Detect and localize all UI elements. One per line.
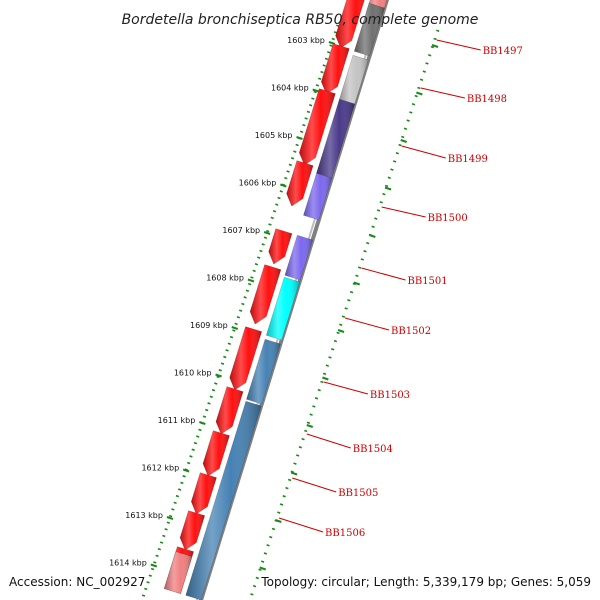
- gene-leader-BB1503: [323, 381, 369, 395]
- cds-red-arrow-4-shade: [268, 228, 292, 265]
- ruler-tick-label: 1609 kbp: [190, 321, 228, 330]
- inner-ruler-tick: [369, 234, 376, 238]
- cds-faded-bottom-shade: [164, 551, 192, 594]
- cds-red-arrow-9-shade: [191, 472, 217, 515]
- gene-leader-BB1498: [420, 87, 465, 99]
- cds-red-arrow-10-shade: [180, 510, 205, 551]
- gene-label-BB1503: BB1503: [370, 390, 410, 401]
- inner-ruler-tick: [275, 519, 282, 523]
- gene-label-BB1498: BB1498: [467, 94, 507, 105]
- ruler-tick-label: 1614 kbp: [109, 559, 147, 568]
- gene-leader-BB1506: [278, 517, 324, 533]
- ruler-tick-1603-kbp: [328, 41, 336, 45]
- gc-inner-dots: [248, 29, 440, 600]
- ruler-tick-label: 1605 kbp: [255, 131, 293, 140]
- cds-red-arrow-3-shade: [286, 160, 314, 207]
- gene-label-BB1499: BB1499: [448, 154, 488, 165]
- gene-leader-BB1504: [306, 433, 351, 449]
- gene-leader-BB1500: [381, 206, 426, 218]
- cds-feature-track: [163, 0, 388, 600]
- ruler-tick-1610-kbp: [215, 373, 222, 378]
- ruler-tick-1606-kbp: [279, 183, 287, 188]
- cds-block-8-shade: [185, 401, 262, 600]
- gc-outer-dots: [140, 24, 340, 600]
- ruler-tick-label: 1612 kbp: [141, 464, 179, 473]
- ruler-tick-1607-kbp: [263, 231, 271, 235]
- ruler-tick-1608-kbp: [247, 278, 255, 283]
- gc-content-track: [140, 24, 440, 600]
- ruler-tick-label: 1604 kbp: [271, 84, 309, 93]
- cds-red-arrow-6-shade: [229, 326, 262, 391]
- cds-block-2-shade: [339, 55, 369, 104]
- gene-label-BB1505: BB1505: [338, 488, 378, 499]
- cds-red-arrow-1-shade: [321, 43, 350, 95]
- position-ruler: 1603 kbp 1604 kbp 1605 kbp 1606 kbp 1607 kbp…: [109, 36, 439, 571]
- inner-ruler-tick: [322, 376, 329, 381]
- gene-leader-BB1499: [401, 145, 446, 159]
- inner-ruler-tick: [384, 186, 392, 191]
- topology-summary: Topology: circular; Length: 5,339,179 bp…: [261, 575, 591, 589]
- ruler-tick-label: 1603 kbp: [287, 36, 325, 45]
- ruler-tick-label: 1613 kbp: [125, 511, 163, 520]
- ruler-tick-1604-kbp: [312, 88, 320, 93]
- gene-label-BB1500: BB1500: [428, 213, 468, 224]
- inner-ruler-tick: [290, 471, 298, 476]
- cds-red-arrow-5-shade: [250, 264, 281, 325]
- cds-red-arrow-0-shade: [335, 0, 365, 49]
- gene-label-BB1497: BB1497: [483, 46, 523, 57]
- cds-red-arrow-8-shade: [203, 430, 230, 477]
- gene-label-BB1502: BB1502: [391, 326, 431, 337]
- gene-label-layer: BB1497 BB1498 BB1499 BB1500 BB1501 BB1502 BB15…: [278, 39, 523, 539]
- ruler-tick-label: 1610 kbp: [174, 369, 212, 378]
- cds-block-7-shade: [246, 339, 281, 404]
- gene-leader-BB1502: [344, 317, 390, 331]
- ruler-tick-1612-kbp: [182, 468, 190, 473]
- ruler-tick-1613-kbp: [166, 516, 174, 520]
- gene-leader-BB1505: [292, 477, 337, 493]
- ruler-tick-label: 1608 kbp: [206, 274, 244, 283]
- ruler-tick-label: 1607 kbp: [222, 226, 260, 235]
- ruler-tick-1611-kbp: [199, 421, 206, 425]
- inner-ruler-tick: [431, 44, 439, 48]
- gene-label-BB1504: BB1504: [353, 444, 393, 455]
- cds-block-6-shade: [266, 277, 300, 340]
- ruler-tick-1605-kbp: [296, 136, 303, 140]
- cds-block-5-shade: [284, 235, 313, 280]
- inner-ruler-tick: [416, 91, 423, 96]
- gene-label-BB1501: BB1501: [408, 276, 448, 287]
- ruler-tick-label: 1606 kbp: [239, 179, 277, 188]
- cds-block-3-shade: [316, 99, 355, 178]
- gene-leader-BB1501: [361, 267, 406, 281]
- ruler-tick-1609-kbp: [231, 326, 239, 330]
- inner-ruler-tick: [259, 566, 267, 571]
- cds-red-arrow-7-shade: [216, 386, 244, 435]
- cds-red-arrow-2-shade: [299, 88, 336, 166]
- inner-ruler-tick: [400, 139, 408, 143]
- gene-label-BB1506: BB1506: [325, 528, 365, 539]
- ruler-tick-1614-kbp: [150, 563, 158, 568]
- inner-ruler-tick: [337, 329, 345, 333]
- gene-leader-BB1497: [436, 39, 481, 51]
- inner-ruler-tick: [306, 424, 314, 428]
- ruler-tick-label: 1611 kbp: [158, 416, 196, 425]
- cds-block-4-shade: [303, 173, 332, 220]
- map-title: Bordetella bronchiseptica RB50, complete…: [122, 12, 479, 28]
- accession-label: Accession: NC_002927: [9, 575, 146, 589]
- inner-ruler-tick: [353, 281, 361, 286]
- cds-block-1-shade: [354, 3, 385, 57]
